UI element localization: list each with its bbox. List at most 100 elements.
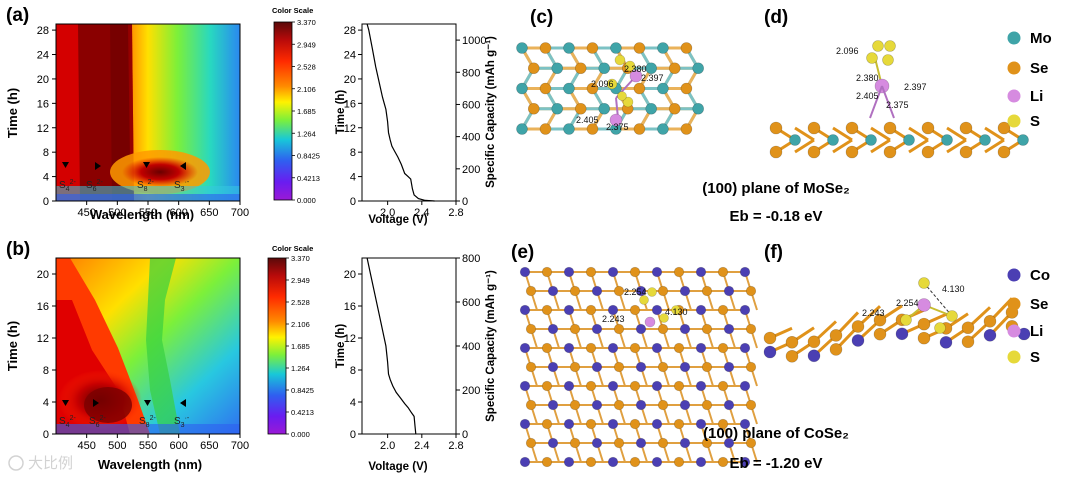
atom [692, 62, 704, 75]
atom [541, 380, 553, 392]
atom [939, 336, 953, 349]
y-tick-label: 16 [344, 301, 356, 313]
atom [679, 323, 691, 335]
contour-map-b: S42- S62- S82- S3·- [55, 257, 241, 435]
atom [563, 456, 575, 468]
atom [668, 62, 681, 75]
atom [624, 60, 636, 72]
atom [680, 42, 693, 54]
atom [872, 40, 884, 52]
atom [613, 399, 625, 411]
x-tick-label: 2.8 [448, 207, 463, 219]
x-tick-label: 2.4 [414, 440, 429, 452]
profile-a-ylabel: Time (h) [335, 90, 347, 135]
profile-a-xlabel: Voltage (V) [368, 214, 427, 226]
legend-label: Se [1030, 296, 1048, 313]
atom [635, 437, 647, 449]
colorbar-a-title: Color Scale [272, 6, 313, 15]
atom [607, 304, 619, 316]
atom [519, 380, 531, 392]
atom [609, 113, 623, 127]
atom [519, 418, 531, 430]
bond-label: 2.397 [904, 82, 927, 92]
bond-label: 2.405 [576, 115, 599, 125]
atom [745, 361, 757, 373]
atom [629, 304, 641, 316]
atom [635, 361, 647, 373]
panel-label-d: (d) [764, 7, 788, 28]
structure-c-mose2-top [516, 42, 704, 135]
atom [692, 102, 704, 115]
y2-tick-label: 800 [462, 253, 480, 265]
atom [717, 456, 729, 468]
y2-tick-label: 200 [462, 385, 480, 397]
atom [645, 102, 657, 115]
structure-e-bonds: 2.254 2.243 4.130 [602, 287, 688, 324]
atom [917, 298, 931, 312]
atom [723, 399, 735, 411]
atom [997, 121, 1011, 135]
bond [794, 138, 815, 154]
atom [622, 96, 634, 108]
atom [516, 42, 528, 54]
atom [717, 304, 729, 316]
y-tick-label: 20 [37, 269, 49, 281]
atom [519, 266, 531, 278]
caption-cose2: (100) plane of CoSe₂ [703, 425, 849, 442]
atom [701, 285, 713, 297]
x-tick-label: 500 [108, 440, 126, 452]
atom [614, 54, 626, 66]
x-tick-label: 600 [169, 440, 187, 452]
atom [961, 321, 975, 335]
atom [585, 304, 597, 316]
legend-label: Se [1030, 60, 1048, 77]
colorbar-tick-label: 0.4213 [291, 408, 314, 417]
atom [563, 123, 575, 135]
legend-label: Li [1030, 88, 1043, 105]
profile-series-line [366, 257, 417, 435]
y2-tick-label: 800 [462, 67, 480, 79]
y-tick-label: 16 [37, 301, 49, 313]
atom [921, 121, 935, 135]
x-tick-label: 700 [231, 440, 249, 452]
atom [607, 266, 619, 278]
atom [807, 121, 821, 135]
atom [827, 134, 839, 146]
atom [701, 437, 713, 449]
y2-tick-label: 400 [462, 132, 480, 144]
bond [832, 138, 853, 154]
atom [934, 322, 946, 334]
atom [785, 335, 799, 349]
atom [613, 437, 625, 449]
atom [918, 277, 930, 289]
bond [870, 126, 891, 142]
atom [598, 102, 611, 115]
atom [739, 418, 751, 430]
atom [651, 304, 663, 316]
bond-label: 2.096 [591, 79, 614, 89]
atom [591, 285, 603, 297]
profile-series-line [366, 23, 435, 202]
atom [563, 380, 575, 392]
atom [745, 437, 757, 449]
contour-map-a: S42- S62- S82- S3·- [55, 23, 241, 202]
atom [639, 295, 649, 305]
atom [659, 313, 669, 323]
x-tick-label: 2.4 [414, 207, 429, 219]
contour-b-ylabel: Time (h) [5, 321, 20, 371]
y-tick-label: 8 [350, 147, 356, 159]
colorbar-tick-label: 0.8425 [291, 386, 314, 395]
bond-label: 2.243 [602, 314, 625, 324]
atom [598, 62, 611, 75]
atom [695, 266, 707, 278]
y-tick-label: 8 [350, 365, 356, 377]
atom [680, 123, 693, 135]
atom [717, 266, 729, 278]
atom [563, 82, 575, 95]
atom [769, 145, 783, 159]
x-tick-label: 450 [77, 440, 95, 452]
x-tick-label: 550 [139, 207, 157, 219]
y-tick-label: 0 [350, 429, 356, 441]
atom [585, 266, 597, 278]
atom [679, 437, 691, 449]
